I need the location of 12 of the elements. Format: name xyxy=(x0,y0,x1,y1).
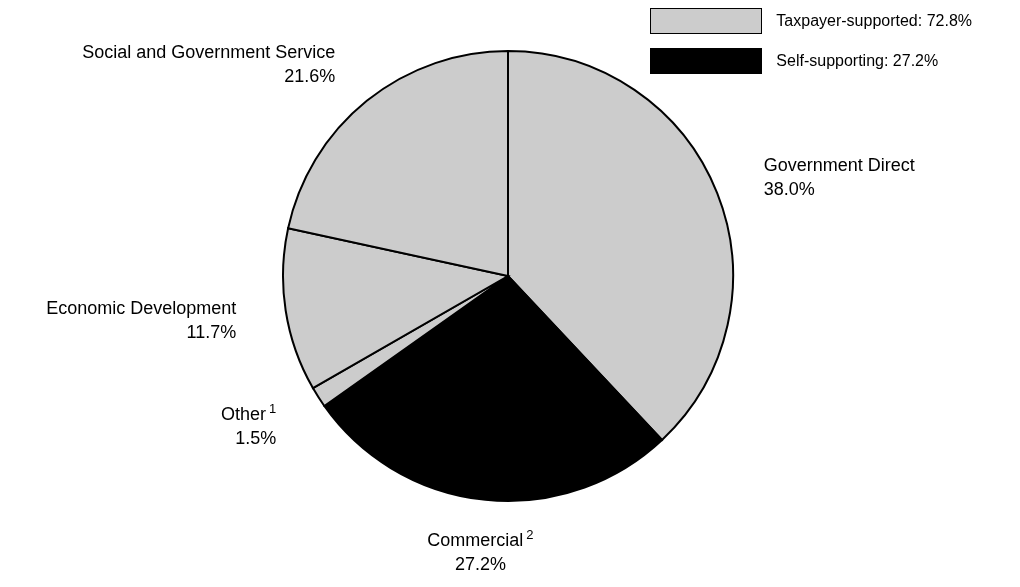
slice-label: Government Direct xyxy=(763,154,915,175)
slice-label: Economic Development xyxy=(46,298,237,319)
data-label: 1.5% xyxy=(235,428,277,449)
data-label: 38.0% xyxy=(763,178,815,199)
slice-label: Commercial$^{2}$ xyxy=(427,526,534,550)
data-label: 21.6% xyxy=(284,65,336,86)
data-label: 11.7% xyxy=(186,322,237,343)
text: Self-supporting: 27.2% xyxy=(776,52,939,70)
slice-label: Social and Government Service xyxy=(82,41,336,62)
data-label: 27.2% xyxy=(454,553,506,574)
text: Taxpayer-supported: 72.8% xyxy=(776,12,972,30)
slice-label: Other$^{1}$ xyxy=(221,400,277,425)
